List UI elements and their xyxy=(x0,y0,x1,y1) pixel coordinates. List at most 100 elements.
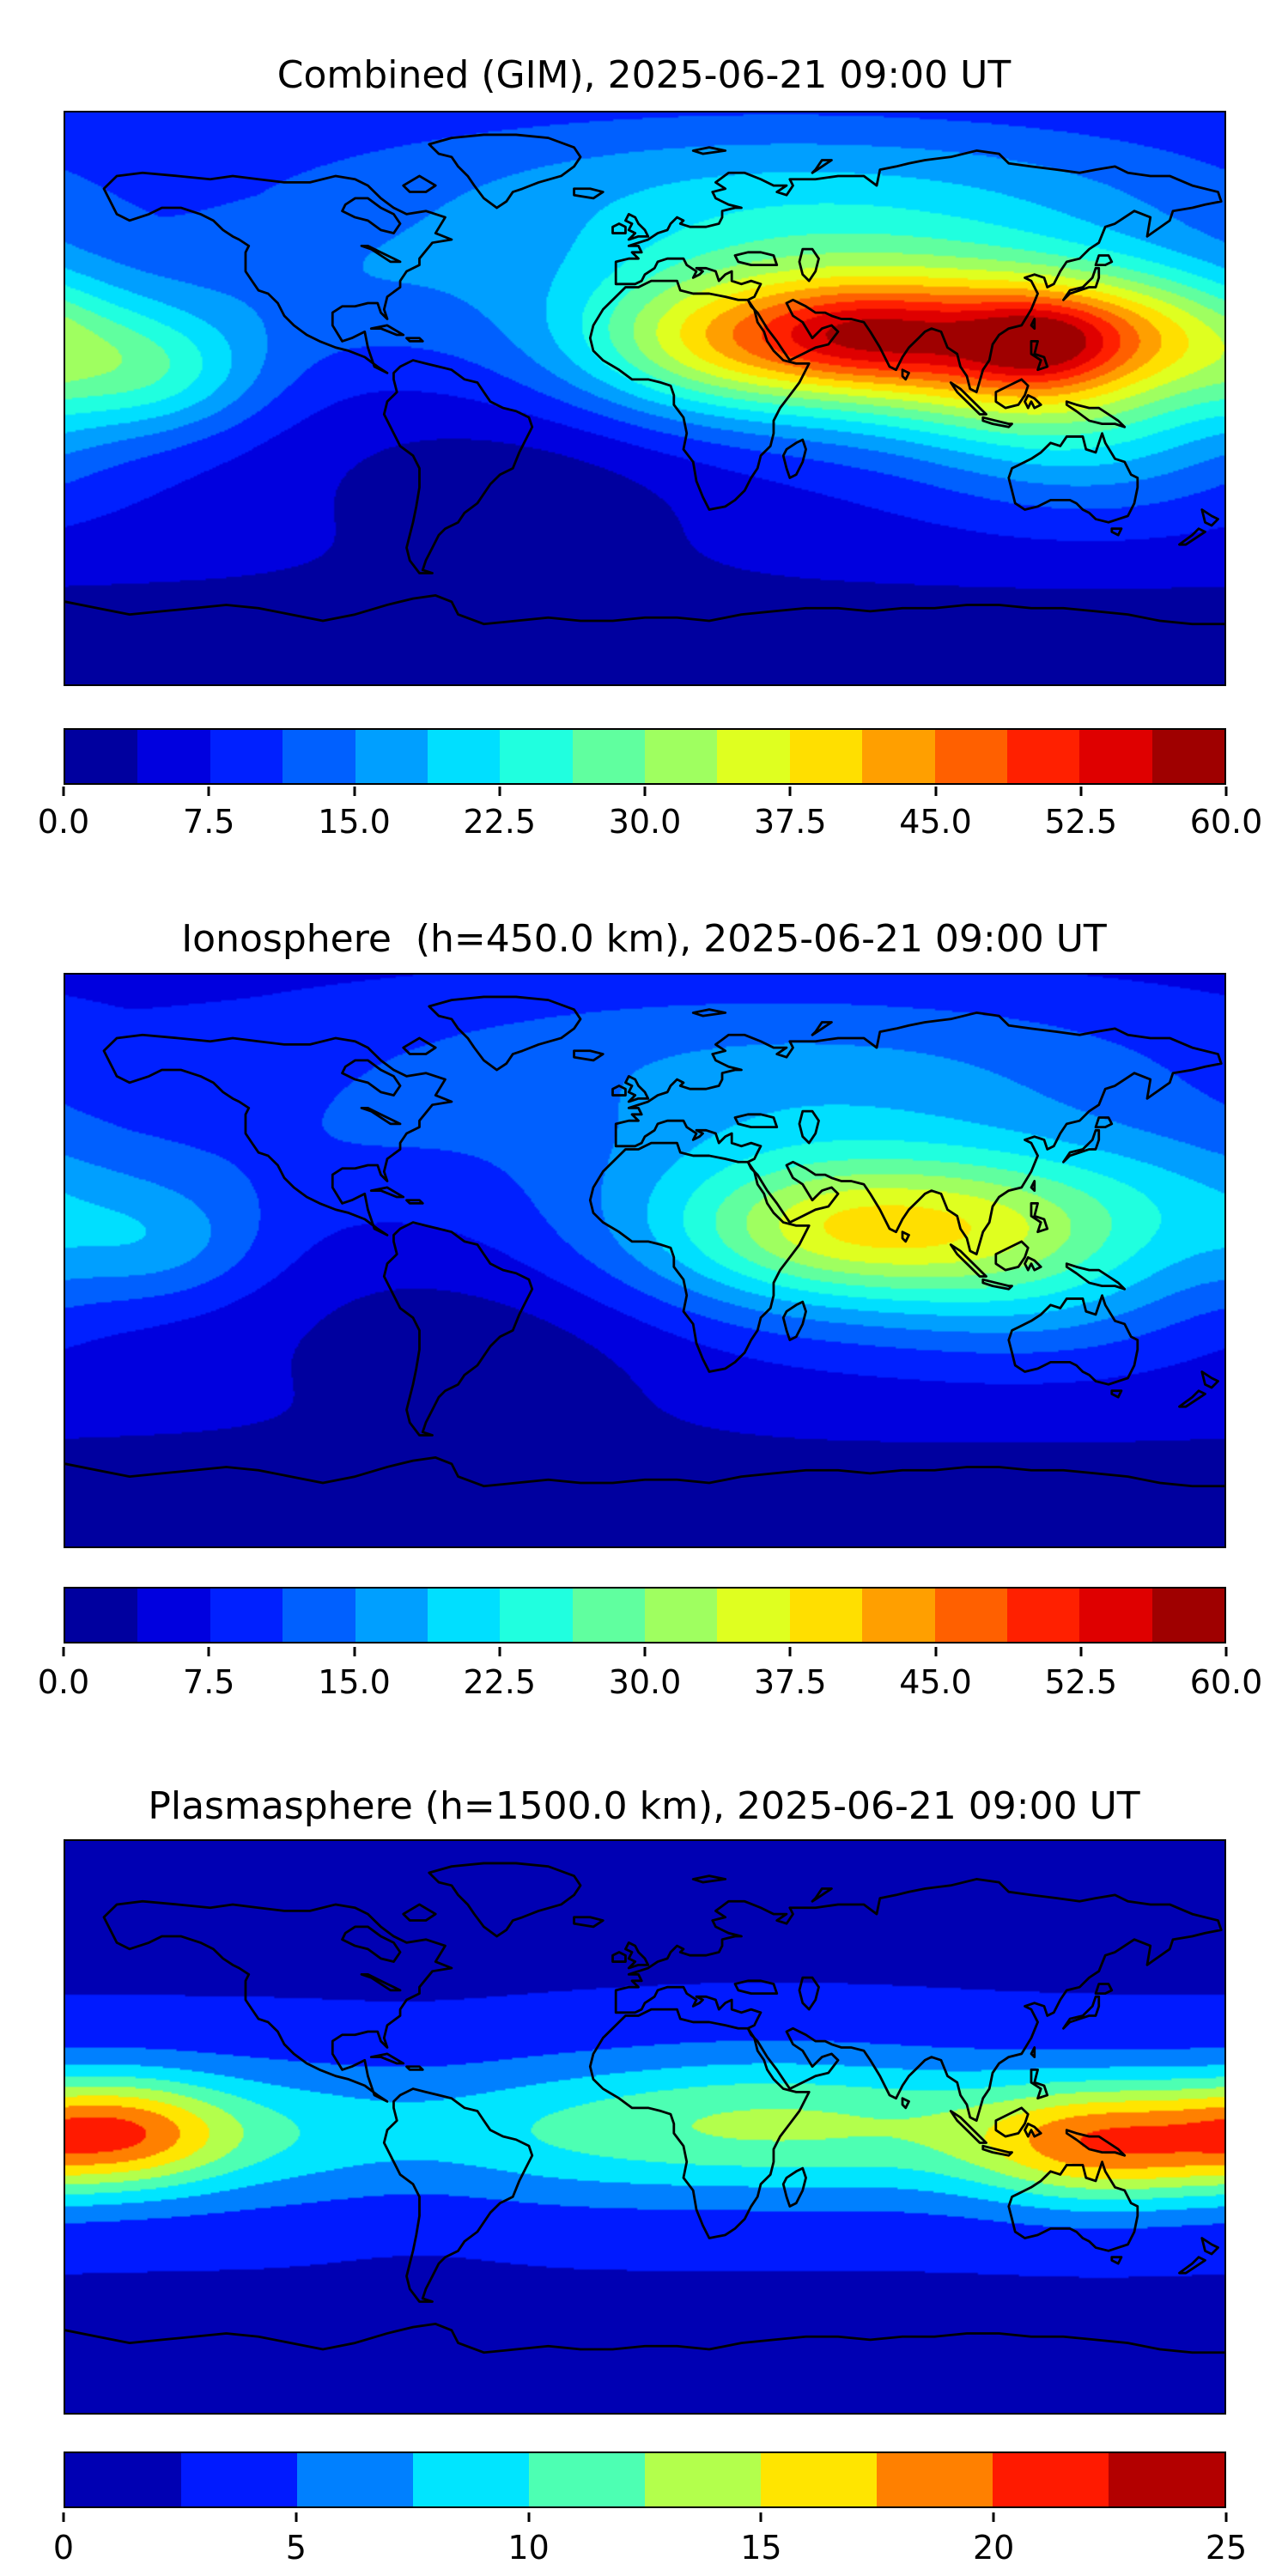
coastline-hokkaido xyxy=(1094,1116,1114,1129)
coastline-black-sea xyxy=(733,1113,779,1129)
colorbar-segment xyxy=(413,2453,529,2506)
colorbar-tick-label: 7.5 xyxy=(183,1663,235,1701)
colorbar-tick-mark xyxy=(62,2512,65,2522)
coastline-new-zealand-south xyxy=(1178,2256,1206,2275)
coastline-novaya-zemlya xyxy=(811,159,833,174)
colorbar-segment xyxy=(181,2453,297,2506)
colorbar-tick-label: 60.0 xyxy=(1189,1663,1263,1701)
colorbar-tick-label: 15.0 xyxy=(318,803,391,841)
coastline-svalbard xyxy=(691,146,727,155)
colorbar-segment xyxy=(877,2453,993,2506)
colorbar-tick-label: 52.5 xyxy=(1044,803,1118,841)
coastline-black-sea xyxy=(733,1979,779,1996)
coastline-iceland xyxy=(573,1916,605,1929)
coastline-ireland xyxy=(611,1951,627,1963)
colorbar-tick-label: 5 xyxy=(285,2529,307,2567)
colorbar-segment xyxy=(65,1589,138,1642)
coastlines-2 xyxy=(65,1862,1224,2354)
coastline-taiwan xyxy=(1030,1180,1036,1192)
colorbar-segment xyxy=(761,2453,877,2506)
coastline-new-guinea xyxy=(1065,2129,1127,2157)
colorbar-segment xyxy=(65,2453,181,2506)
colorbar-segment xyxy=(717,1589,790,1642)
coastline-sri-lanka xyxy=(901,2097,910,2110)
colorbar-segment xyxy=(717,730,790,783)
coastline-sulawesi xyxy=(1024,2122,1042,2138)
coastline-sulawesi xyxy=(1024,393,1042,410)
colorbar-segment xyxy=(645,2453,761,2506)
coastline-philippines xyxy=(1030,2069,1049,2100)
coastline-new-zealand-north xyxy=(1200,2237,1219,2256)
colorbar-segment xyxy=(572,730,645,783)
coastline-baffin-island xyxy=(402,1036,437,1055)
colorbar-ticks-2: 0 5 10 15 20 25 xyxy=(53,2512,1247,2567)
colorbar-tick-mark xyxy=(207,1647,210,1656)
coastline-great-lakes xyxy=(360,1972,402,1992)
tec-map-canvas-1 xyxy=(65,975,1224,1546)
coastline-hudson-bay xyxy=(341,1925,402,1963)
coastline-black-sea xyxy=(733,251,779,267)
colorbar-tick-mark xyxy=(295,2512,298,2522)
colorbar-segment xyxy=(1006,1589,1080,1642)
coastline-australia xyxy=(1007,432,1139,524)
coastline-honshu xyxy=(1062,1128,1101,1163)
coastline-eurasia xyxy=(614,149,1223,394)
colorbar-segment xyxy=(283,1589,355,1642)
coastline-borneo xyxy=(994,378,1030,410)
coastlines-1 xyxy=(65,995,1224,1488)
coastline-madagascar xyxy=(781,2166,807,2208)
coastline-java xyxy=(981,416,1013,428)
coastline-ireland xyxy=(611,222,627,234)
coastline-hudson-bay xyxy=(341,1059,402,1097)
coastline-sulawesi xyxy=(1024,1255,1042,1272)
coastline-iceland xyxy=(573,1049,605,1062)
coastline-greenland xyxy=(428,133,582,210)
coastline-new-guinea xyxy=(1065,1262,1127,1291)
colorbar-tick-mark xyxy=(1224,1647,1228,1656)
colorbar-segment xyxy=(645,1589,718,1642)
coastline-eurasia xyxy=(614,1878,1223,2123)
colorbar-tick-label: 25 xyxy=(1205,2529,1248,2567)
coastline-cuba xyxy=(369,2052,405,2065)
colorbar-tick-mark xyxy=(207,787,210,796)
coastline-taiwan xyxy=(1030,318,1036,330)
colorbar-segment xyxy=(65,730,138,783)
colorbar-segment xyxy=(210,1589,283,1642)
colorbar-tick-label: 37.5 xyxy=(753,803,827,841)
colorbar-segment xyxy=(1151,1589,1224,1642)
colorbar-tick-label: 22.5 xyxy=(463,803,537,841)
colorbar-tick-label: 0.0 xyxy=(37,803,90,841)
coastline-madagascar xyxy=(781,1300,807,1341)
colorbar-1 xyxy=(64,1587,1226,1643)
colorbar-tick-mark xyxy=(62,1647,65,1656)
colorbar-tick-label: 30.0 xyxy=(608,1663,682,1701)
colorbar-segment xyxy=(210,730,283,783)
coastline-north-america xyxy=(102,1899,453,2103)
colorbar-tick-mark xyxy=(498,1647,501,1656)
colorbar-tick-mark xyxy=(353,787,355,796)
coastline-north-america xyxy=(102,171,453,374)
coastline-philippines xyxy=(1030,340,1049,372)
coastline-tasmania xyxy=(1110,527,1123,537)
coastline-antarctica xyxy=(65,1456,1224,1488)
panel-title-combined: Combined (GIM), 2025-06-21 09:00 UT xyxy=(276,53,1012,97)
coastline-hispaniola xyxy=(405,2065,424,2071)
coastline-new-zealand-south xyxy=(1178,527,1206,546)
colorbar-tick-label: 15 xyxy=(740,2529,782,2567)
colorbar-tick-label: 45.0 xyxy=(899,803,972,841)
colorbar-tick-mark xyxy=(62,787,65,796)
coastline-honshu xyxy=(1062,266,1101,301)
coastline-great-lakes xyxy=(360,244,402,264)
colorbar-0 xyxy=(64,728,1226,785)
colorbar-segment xyxy=(1079,1589,1152,1642)
colorbar-segment xyxy=(355,1589,428,1642)
coastline-uk xyxy=(624,212,650,241)
colorbar-tick-mark xyxy=(934,1647,937,1656)
colorbar-tick-mark xyxy=(992,2512,995,2522)
colorbar-segment xyxy=(283,730,355,783)
coastline-greenland xyxy=(428,995,582,1072)
map-ionosphere xyxy=(64,973,1226,1548)
colorbar-tick-label: 0 xyxy=(52,2529,75,2567)
colorbar-segment xyxy=(993,2453,1109,2506)
coastline-philippines xyxy=(1030,1202,1049,1234)
